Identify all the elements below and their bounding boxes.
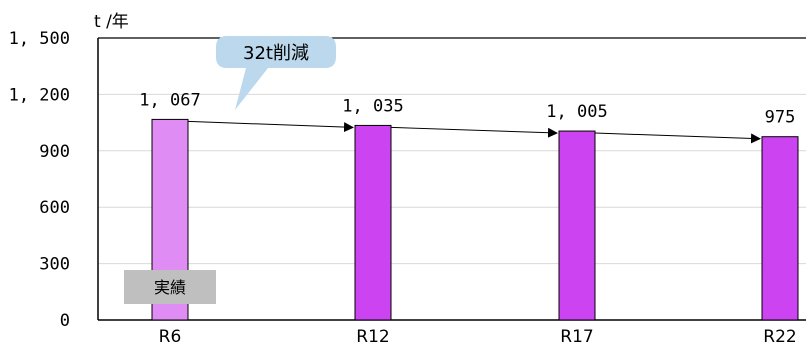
data-label: 975: [765, 108, 796, 128]
actual-badge-text: 実績: [154, 278, 186, 297]
bar-r17: [558, 130, 596, 321]
grid-lines: [98, 37, 806, 265]
reduction-callout: 32t削減: [216, 36, 336, 110]
y-tick-label: 600: [39, 198, 70, 218]
trend-arrows: [187, 120, 761, 144]
callout-text: 32t削減: [243, 43, 309, 64]
x-tick-label: R22: [763, 327, 796, 347]
x-tick-label: R12: [356, 327, 389, 347]
x-tick-label: R17: [560, 327, 593, 347]
bars: [151, 118, 799, 321]
callout-bubble: [216, 36, 336, 110]
category-labels: R6 R12 R17 R22: [159, 327, 797, 347]
y-tick-label: 1, 200: [9, 85, 70, 105]
x-tick-label: R6: [159, 327, 182, 347]
data-labels: 1, 067 1, 035 1, 005 975: [139, 90, 795, 127]
y-tick-label: 1, 500: [9, 29, 70, 49]
trend-arrow: [390, 126, 558, 138]
trend-arrow: [187, 120, 354, 133]
y-axis-ticks: 0 300 600 900 1, 200 1, 500: [9, 29, 70, 331]
y-tick-label: 300: [39, 255, 70, 275]
actual-badge-box: [124, 270, 216, 304]
data-label: 1, 067: [139, 90, 200, 110]
y-tick-label: 900: [39, 142, 70, 162]
bar-r12: [354, 124, 392, 321]
data-label: 1, 005: [546, 102, 607, 122]
unit-label: t /年: [94, 12, 129, 32]
trend-arrow: [594, 132, 761, 144]
data-label: 1, 035: [342, 96, 403, 116]
actual-badge: 実績: [124, 270, 216, 304]
bar-r22: [761, 136, 799, 321]
y-tick-label: 0: [60, 311, 70, 331]
